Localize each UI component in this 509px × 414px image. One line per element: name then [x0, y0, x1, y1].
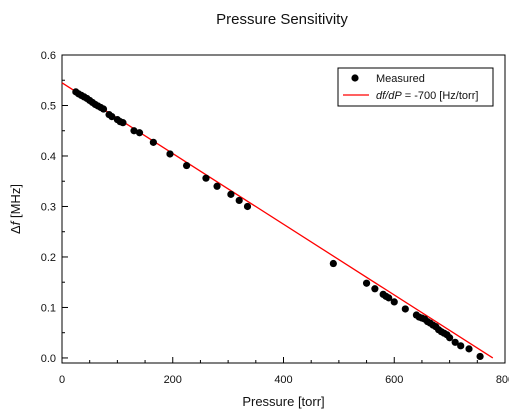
y-tick-label: 0.4 — [41, 151, 56, 163]
fit-line-layer — [61, 82, 494, 359]
data-point — [371, 285, 379, 293]
data-point — [202, 174, 210, 182]
legend-label-measured: Measured — [376, 73, 425, 85]
data-point — [182, 161, 191, 170]
data-point — [119, 119, 127, 127]
fit-line — [61, 82, 494, 359]
data-point — [135, 129, 144, 137]
data-point — [390, 298, 398, 306]
data-point — [457, 342, 465, 350]
data-point — [149, 138, 157, 146]
data-point — [235, 196, 243, 205]
data-point — [99, 105, 108, 113]
plot-area: 0 200 400 600 800 0.0 0.1 0.2 0.3 0.4 0.5 0.6 — [41, 50, 509, 386]
data-point — [465, 345, 473, 353]
data-point — [329, 259, 337, 268]
data-point — [362, 279, 371, 287]
data-point — [130, 127, 138, 135]
x-tick-label: 800 — [496, 374, 509, 386]
data-point — [385, 294, 393, 302]
data-point — [108, 113, 116, 121]
data-point — [166, 150, 174, 158]
y-tick-label: 0.3 — [41, 201, 56, 213]
x-tick-label: 400 — [274, 374, 292, 386]
x-tick-label: 200 — [164, 374, 182, 386]
y-tick-label: 0.1 — [41, 302, 56, 314]
y-axis-label-prefix: Δ — [8, 225, 23, 234]
data-points-layer — [72, 88, 484, 361]
y-tick-label: 0.0 — [41, 353, 56, 365]
x-tick-label: 600 — [385, 374, 403, 386]
data-point — [476, 352, 484, 361]
y-axis-label-variable: f — [8, 220, 23, 225]
data-point — [446, 334, 454, 342]
legend-label-fit-variable: df/dP — [376, 90, 402, 102]
y-axis-ticks: 0.0 0.1 0.2 0.3 0.4 0.5 0.6 — [41, 50, 68, 365]
data-point — [401, 305, 409, 313]
data-point — [213, 182, 221, 190]
data-point — [451, 338, 459, 346]
data-point — [227, 190, 235, 198]
x-axis-label: Pressure [torr] — [242, 394, 324, 409]
legend-label-fit-value: = -700 [Hz/torr] — [402, 90, 479, 102]
y-axis-label: Δf [MHz] — [8, 184, 23, 234]
legend: Measured df/dP = -700 [Hz/torr] — [337, 67, 494, 107]
legend-box — [337, 67, 494, 107]
y-tick-label: 0.2 — [41, 252, 56, 264]
x-tick-label: 0 — [59, 374, 65, 386]
legend-marker-measured — [351, 74, 359, 82]
y-tick-label: 0.5 — [41, 100, 56, 112]
chart-title: Pressure Sensitivity — [216, 11, 348, 28]
x-axis-ticks: 0 200 400 600 800 — [59, 357, 509, 386]
y-axis-label-unit: [MHz] — [8, 184, 23, 222]
legend-label-fit: df/dP = -700 [Hz/torr] — [376, 90, 478, 102]
y-tick-label: 0.6 — [41, 50, 56, 62]
data-point — [243, 202, 252, 211]
